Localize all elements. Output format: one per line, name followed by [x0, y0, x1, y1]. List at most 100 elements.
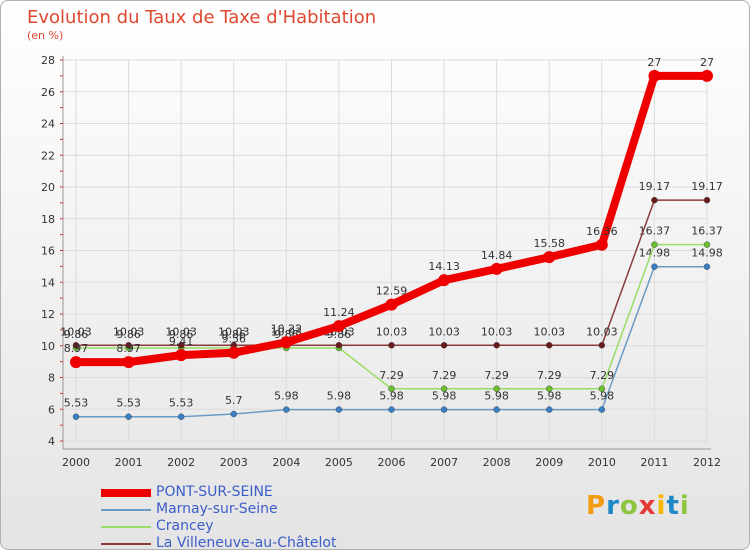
y-tick-label: 22 [41, 149, 55, 162]
brand-letter: i [656, 491, 667, 521]
x-tick-label: 2005 [325, 456, 353, 469]
data-point [648, 69, 661, 82]
data-label: 14.98 [639, 247, 671, 260]
data-label: 9.41 [169, 335, 194, 348]
data-label: 8.97 [64, 342, 89, 355]
data-point [70, 356, 82, 369]
data-label: 5.53 [64, 397, 89, 410]
legend-label: Crancey [156, 518, 214, 534]
data-point [701, 69, 713, 82]
data-label: 19.17 [691, 180, 723, 193]
data-label: 14.84 [481, 249, 513, 262]
data-label: 10.03 [534, 325, 566, 338]
data-point [598, 406, 606, 413]
data-label: 10.03 [113, 325, 145, 338]
y-tick-label: 10 [41, 340, 55, 353]
brand-letter: x [638, 491, 657, 521]
data-label: 10.03 [271, 325, 303, 338]
data-point [490, 262, 503, 275]
data-label: 10.03 [165, 325, 197, 338]
data-point [493, 342, 500, 349]
x-tick-label: 2003 [220, 456, 248, 469]
data-point [72, 342, 80, 349]
data-point [177, 342, 185, 349]
data-label: 11.24 [323, 306, 355, 319]
data-label: 10.03 [60, 325, 92, 338]
data-point [72, 413, 80, 420]
x-tick-label: 2010 [588, 456, 616, 469]
data-label: 7.29 [484, 369, 509, 382]
data-label: 14.98 [691, 247, 723, 260]
x-tick-label: 2012 [693, 456, 721, 469]
data-point [388, 385, 395, 392]
data-label: 16.36 [586, 225, 618, 238]
y-tick-label: 16 [41, 245, 55, 258]
y-tick-label: 12 [41, 308, 55, 321]
data-label: 10.03 [428, 325, 460, 338]
data-point [122, 356, 135, 369]
data-label: 5.98 [274, 390, 299, 403]
data-label: 8.97 [116, 342, 141, 355]
data-label: 7.29 [590, 369, 615, 382]
y-tick-label: 24 [41, 118, 55, 131]
data-point [703, 241, 711, 248]
data-label: 5.98 [327, 390, 352, 403]
data-label: 5.53 [169, 397, 194, 410]
data-point [598, 342, 606, 349]
data-label: 10.03 [376, 325, 408, 338]
y-tick-label: 20 [41, 181, 55, 194]
data-label: 9.86 [169, 328, 194, 341]
x-tick-label: 2008 [483, 456, 511, 469]
data-label: 5.98 [484, 390, 509, 403]
y-tick-label: 28 [41, 54, 55, 67]
data-point [651, 241, 658, 248]
legend-label: Marnay-sur-Seine [156, 501, 278, 517]
legend-swatch [101, 526, 151, 528]
data-point [440, 406, 448, 413]
data-point [703, 263, 711, 270]
y-tick-label: 18 [41, 213, 55, 226]
data-point [385, 298, 398, 311]
data-point [493, 406, 500, 413]
data-point [283, 406, 290, 413]
data-label: 10.03 [586, 325, 618, 338]
data-point [438, 274, 451, 287]
data-point [280, 336, 293, 349]
legend-swatch [101, 509, 151, 511]
x-tick-label: 2002 [167, 456, 195, 469]
data-point [332, 320, 345, 333]
data-point [703, 196, 711, 204]
data-point [177, 413, 185, 420]
data-label: 9.56 [222, 333, 247, 346]
brand-letter: r [606, 491, 620, 521]
data-label: 5.7 [225, 394, 243, 407]
data-label: 5.53 [116, 397, 141, 410]
legend-swatch [101, 543, 151, 545]
y-tick-label: 4 [48, 435, 55, 448]
data-point [335, 342, 343, 349]
data-point [651, 196, 658, 204]
x-tick-label: 2000 [62, 456, 90, 469]
data-label: 7.29 [379, 369, 404, 382]
data-label: 27 [700, 56, 714, 69]
y-tick-label: 14 [41, 276, 55, 289]
data-label: 27 [647, 56, 661, 69]
data-point [598, 385, 606, 392]
y-tick-label: 6 [48, 403, 55, 416]
data-point [546, 385, 553, 392]
data-point [595, 238, 608, 251]
data-point [651, 263, 658, 270]
x-tick-label: 2001 [115, 456, 143, 469]
x-tick-label: 2009 [535, 456, 563, 469]
data-label: 5.98 [432, 390, 457, 403]
data-point [493, 385, 500, 392]
brand-letter: P [586, 491, 607, 521]
data-label: 9.86 [116, 328, 141, 341]
data-label: 5.98 [537, 390, 562, 403]
data-point [388, 406, 395, 413]
data-label: 10.03 [481, 325, 513, 338]
data-point [230, 410, 237, 418]
unit-label: (en %) [27, 29, 64, 42]
x-tick-label: 2007 [430, 456, 458, 469]
